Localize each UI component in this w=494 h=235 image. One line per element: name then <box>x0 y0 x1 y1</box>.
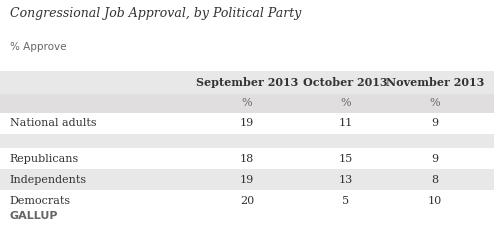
Text: GALLUP: GALLUP <box>10 211 58 221</box>
Text: Democrats: Democrats <box>10 196 71 206</box>
Text: %: % <box>242 98 252 108</box>
Text: November 2013: November 2013 <box>385 77 484 88</box>
Text: 19: 19 <box>240 175 254 185</box>
Text: 9: 9 <box>431 154 438 164</box>
Bar <box>0 94 494 113</box>
Text: 5: 5 <box>342 196 349 206</box>
Text: Congressional Job Approval, by Political Party: Congressional Job Approval, by Political… <box>10 7 301 20</box>
Text: 19: 19 <box>240 118 254 128</box>
Text: September 2013: September 2013 <box>196 77 298 88</box>
Text: 9: 9 <box>431 118 438 128</box>
Text: 15: 15 <box>339 154 353 164</box>
Text: Independents: Independents <box>10 175 87 185</box>
Text: % Approve: % Approve <box>10 42 66 52</box>
Text: 8: 8 <box>431 175 438 185</box>
Text: %: % <box>340 98 351 108</box>
Bar <box>0 70 494 94</box>
Text: 18: 18 <box>240 154 254 164</box>
Text: Republicans: Republicans <box>10 154 79 164</box>
Text: 11: 11 <box>339 118 353 128</box>
Bar <box>0 134 494 148</box>
Bar <box>0 148 494 169</box>
Text: 10: 10 <box>428 196 442 206</box>
Text: National adults: National adults <box>10 118 96 128</box>
Text: 13: 13 <box>339 175 353 185</box>
Bar <box>0 113 494 134</box>
Bar <box>0 169 494 190</box>
Bar <box>0 190 494 212</box>
Text: %: % <box>429 98 440 108</box>
Text: 20: 20 <box>240 196 254 206</box>
Text: October 2013: October 2013 <box>303 77 388 88</box>
